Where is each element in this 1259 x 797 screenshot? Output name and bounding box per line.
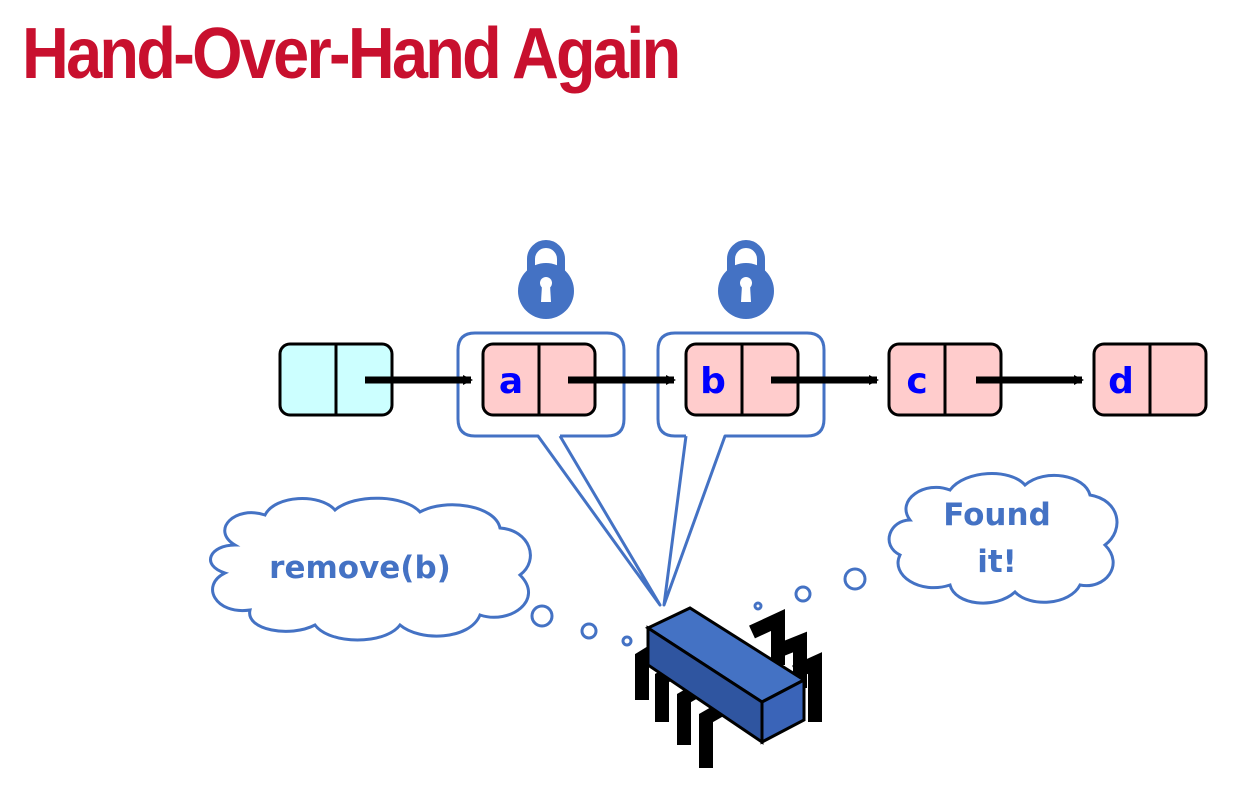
list-node-b: b bbox=[684, 342, 800, 417]
list-node-c: c bbox=[887, 342, 1003, 417]
thought-trail-right bbox=[753, 567, 867, 611]
list-node-d: d bbox=[1092, 342, 1208, 417]
page-title: Hand-Over-Hand Again bbox=[22, 14, 681, 94]
lock-highlight-b bbox=[656, 331, 826, 607]
thought-cloud-left bbox=[209, 496, 532, 642]
node-label: a bbox=[499, 361, 523, 402]
node-label: c bbox=[906, 361, 927, 402]
node-label: b bbox=[700, 361, 726, 402]
padlock-icon bbox=[518, 240, 574, 319]
list-node-a: a bbox=[481, 342, 597, 417]
processor-chip-icon bbox=[635, 606, 822, 768]
thought-text-right-line1: Found bbox=[943, 497, 1051, 533]
padlock-icon bbox=[718, 240, 774, 319]
thought-text-right-line2: it! bbox=[977, 544, 1017, 580]
lock-highlight-a bbox=[456, 331, 662, 607]
thought-cloud-right bbox=[887, 472, 1119, 605]
thought-text-left: remove(b) bbox=[269, 550, 451, 586]
node-label: d bbox=[1108, 361, 1134, 402]
thought-trail-left bbox=[530, 604, 633, 647]
